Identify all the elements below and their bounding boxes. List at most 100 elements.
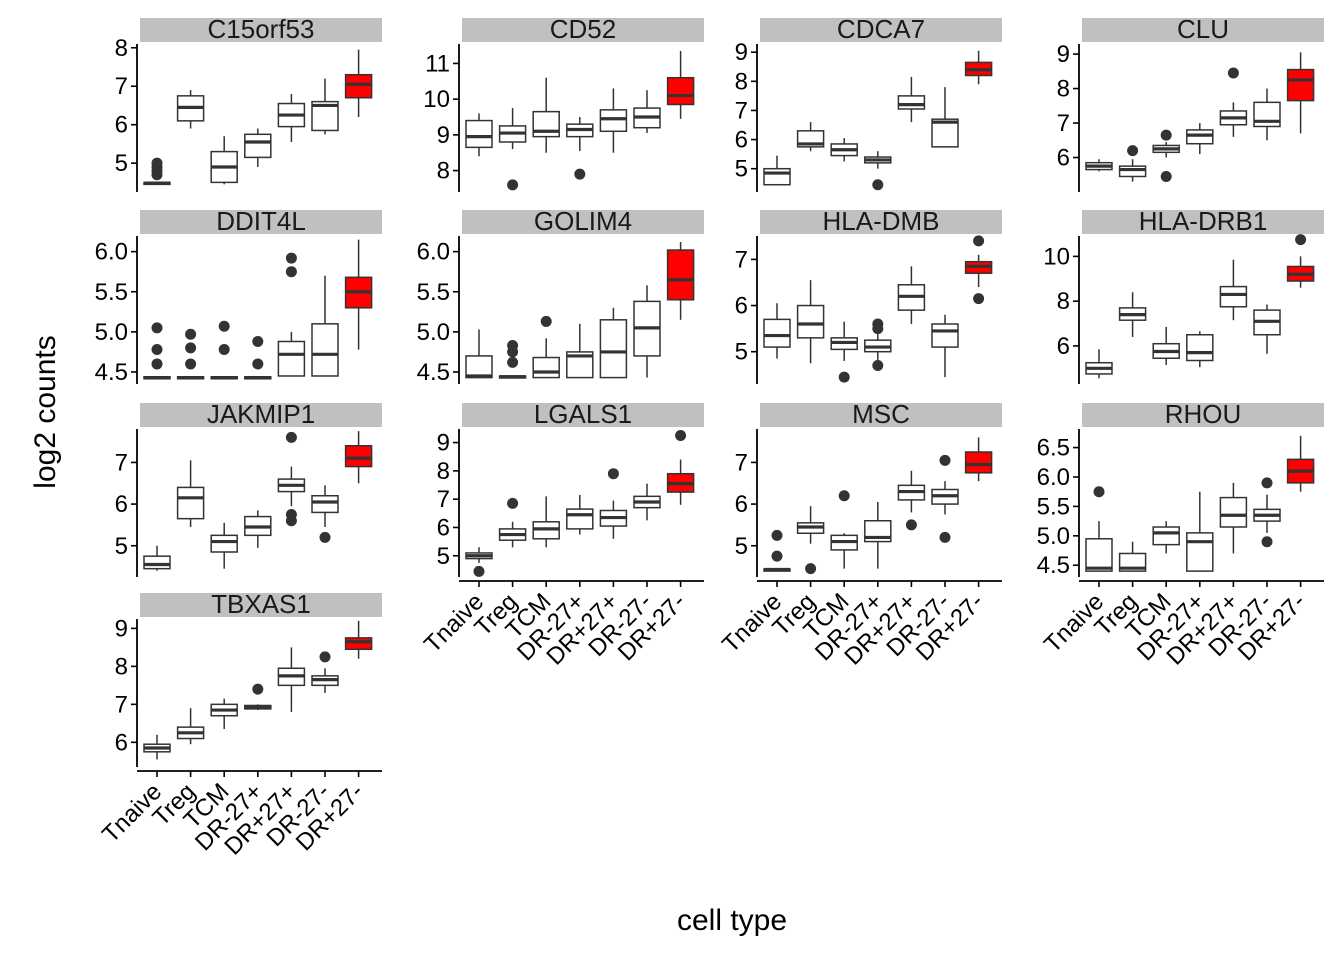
box-dr-27+: [864, 318, 892, 372]
box-iqr: [143, 555, 171, 570]
panel-strip: [140, 18, 382, 42]
box-tnaive: [763, 155, 791, 186]
y-tick-label: 7: [115, 691, 128, 718]
box-iqr: [599, 109, 628, 133]
box-iqr: [344, 73, 373, 99]
outlier-point: [185, 358, 197, 370]
box-iqr: [176, 486, 205, 520]
box-dr-27+: [864, 151, 892, 191]
outlier-point: [574, 168, 586, 180]
box-iqr: [566, 508, 594, 530]
outlier-point: [285, 509, 297, 520]
box-dr-27-: [1253, 304, 1281, 354]
panel-hla-drb1: HLA-DRB1 6 8 10: [1043, 206, 1324, 384]
box-dr+27+: [599, 307, 628, 379]
outlier-point: [1261, 536, 1273, 548]
box-iqr: [666, 249, 695, 301]
y-tick-label: 5.0: [95, 319, 128, 346]
outlier-point: [771, 550, 783, 562]
panel-strip: [760, 210, 1002, 234]
panel-title: GOLIM4: [534, 206, 632, 236]
outlier-point: [607, 468, 619, 480]
panel-title: LGALS1: [534, 399, 632, 429]
box-tcm: [830, 321, 858, 383]
outlier-point: [838, 371, 850, 383]
box-dr-27-: [931, 87, 959, 148]
box-treg: [796, 506, 825, 575]
box-tnaive: [143, 545, 171, 571]
box-dr-27+: [244, 510, 272, 548]
outlier-point: [540, 315, 552, 327]
box-iqr: [1219, 285, 1248, 308]
panel-tbxas1: TBXAS16789TnaiveTregTCMDR-27+DR+27+DR-27…: [97, 589, 382, 860]
outlier-point: [1227, 67, 1239, 79]
outlier-point: [218, 320, 230, 332]
y-tick-label: 6: [1057, 145, 1070, 172]
y-tick-label: 8: [437, 458, 450, 485]
outlier-point: [473, 565, 485, 577]
box-dr-27+: [566, 323, 594, 379]
outlier-point: [1295, 234, 1307, 246]
box-dr+27-: [1286, 52, 1315, 134]
y-tick-label: 8: [735, 68, 748, 95]
y-tick-label: 6: [735, 127, 748, 154]
outlier-point: [805, 563, 817, 575]
outlier-point: [872, 360, 884, 372]
outlier-point: [151, 344, 163, 356]
box-iqr: [311, 323, 339, 377]
box-treg: [176, 328, 205, 380]
outlier-point: [151, 322, 163, 334]
box-dr-27+: [244, 683, 272, 711]
y-tick-label: 8: [1057, 288, 1070, 315]
box-dr-27-: [633, 483, 661, 521]
box-iqr: [244, 133, 272, 159]
box-dr+27-: [964, 50, 993, 85]
box-treg: [498, 108, 527, 191]
y-tick-label: 8: [1057, 76, 1070, 103]
box-tcm: [210, 522, 238, 569]
box-iqr: [277, 340, 306, 377]
box-treg: [498, 497, 527, 548]
box-tnaive: [143, 157, 171, 186]
y-tick-label: 7: [1057, 110, 1070, 137]
box-iqr: [1186, 532, 1214, 572]
box-tcm: [210, 136, 238, 185]
x-axis-title: cell type: [677, 904, 787, 937]
panel-title: RHOU: [1165, 399, 1242, 429]
box-dr+27-: [666, 429, 695, 505]
box-tcm: [1152, 326, 1180, 365]
outlier-point: [252, 335, 264, 347]
panel-strip: [1082, 18, 1324, 42]
box-dr-27-: [311, 485, 339, 543]
panel-title: CLU: [1177, 14, 1229, 44]
box-dr-27+: [1186, 123, 1214, 155]
y-tick-label: 5: [735, 156, 748, 183]
box-dr+27-: [344, 49, 373, 117]
box-dr+27+: [277, 252, 306, 377]
box-dr+27+: [277, 431, 306, 527]
panel-lgals1: LGALS156789TnaiveTregTCMDR-27+DR+27+DR-2…: [419, 399, 704, 670]
box-iqr: [311, 495, 339, 514]
box-iqr: [964, 451, 993, 474]
panel-hla-dmb: HLA-DMB 5 6 7: [735, 206, 1002, 384]
box-dr+27+: [1219, 259, 1248, 321]
box-iqr: [796, 304, 825, 339]
outlier-point: [507, 179, 519, 191]
box-tnaive: [143, 322, 171, 380]
y-tick-label: 9: [437, 430, 450, 457]
box-tcm: [532, 496, 560, 548]
outlier-point: [939, 454, 951, 466]
outlier-point: [507, 339, 519, 351]
box-iqr: [532, 356, 560, 379]
outlier-point: [507, 497, 519, 509]
box-iqr: [931, 118, 959, 148]
box-dr-27-: [311, 275, 339, 377]
y-tick-label: 6: [115, 729, 128, 756]
box-dr-27-: [931, 454, 959, 543]
box-iqr: [1118, 165, 1147, 178]
outlier-point: [252, 358, 264, 370]
box-tnaive: [465, 547, 493, 577]
box-iqr: [763, 167, 791, 186]
outlier-point: [285, 252, 297, 264]
outlier-point: [285, 431, 297, 443]
